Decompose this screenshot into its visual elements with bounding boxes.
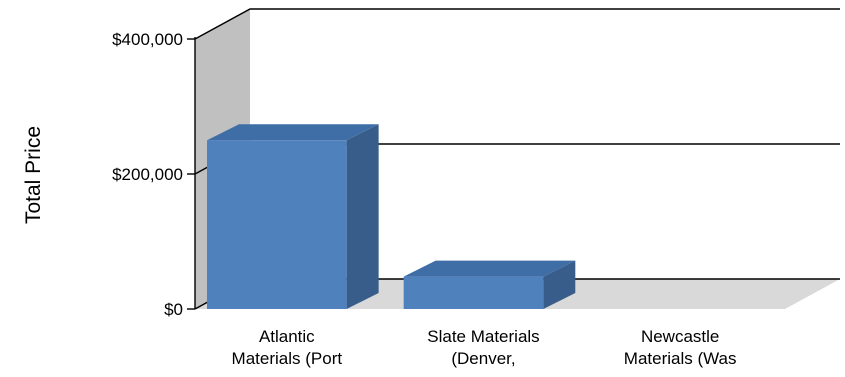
- y-tick-label: $400,000: [112, 30, 183, 49]
- bar-front: [207, 140, 347, 309]
- bar: [403, 260, 576, 309]
- gridline: [194, 8, 840, 40]
- x-axis-labels: Atlantic Materials (Port Slate Materials (D…: [232, 327, 737, 368]
- bar-side: [543, 260, 576, 309]
- bars: [207, 124, 576, 309]
- bar-front: [403, 276, 544, 309]
- x-tick-label: Atlantic Materials (Port: [232, 327, 343, 368]
- bar-top: [207, 124, 379, 141]
- y-axis-title: Total Price: [22, 126, 45, 224]
- bar: [207, 124, 379, 309]
- y-tick-label: $0: [164, 300, 183, 319]
- y-tick-label: $200,000: [112, 165, 183, 184]
- bar-top: [403, 260, 576, 277]
- x-tick-label: Newcastle Materials (Was: [624, 327, 737, 368]
- x-tick-label: Slate Materials (Denver,: [427, 327, 539, 368]
- bar-side: [346, 124, 379, 309]
- y-axis-ticks: $0 $200,000 $400,000: [112, 30, 196, 319]
